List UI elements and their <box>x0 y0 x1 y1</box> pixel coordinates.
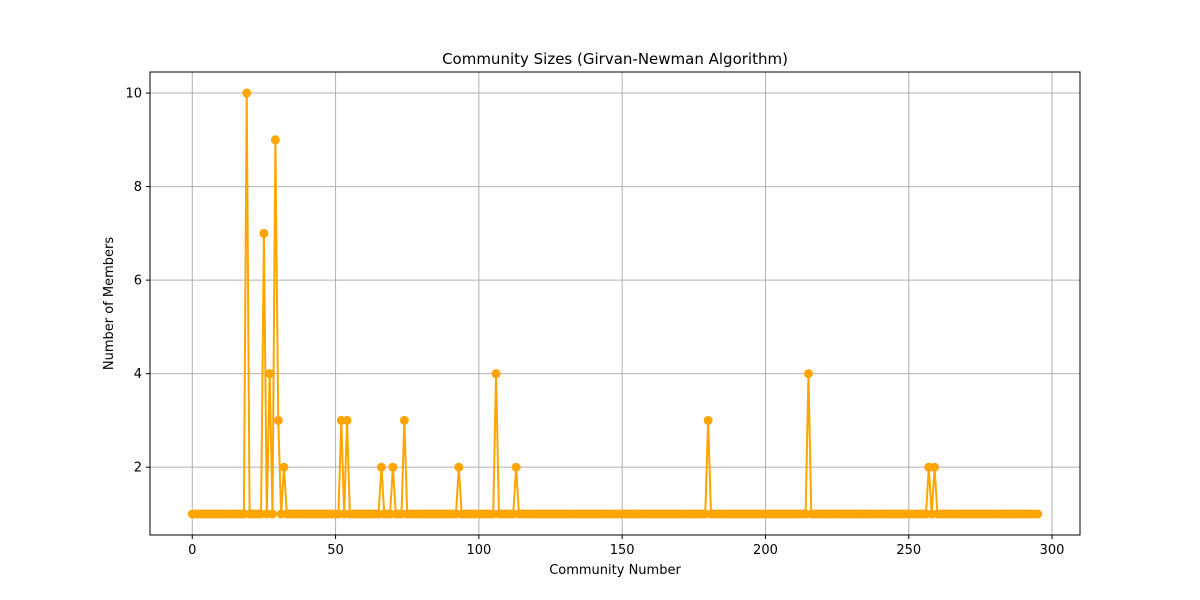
x-tick-label: 200 <box>753 543 778 558</box>
data-point <box>930 462 940 472</box>
data-point <box>268 509 278 519</box>
plot-frame <box>149 71 1081 536</box>
y-tick-label: 10 <box>125 87 142 102</box>
y-tick-label: 2 <box>134 461 142 476</box>
data-point <box>803 369 813 379</box>
y-axis-label: Number of Members <box>102 237 117 370</box>
data-point <box>388 462 398 472</box>
x-tick-label: 100 <box>466 543 491 558</box>
data-point <box>491 369 501 379</box>
y-tick-label: 6 <box>134 274 142 289</box>
data-point <box>242 88 252 98</box>
series-line <box>192 92 1038 515</box>
x-tick-label: 0 <box>188 543 196 558</box>
data-point <box>270 135 280 145</box>
series-layer <box>187 88 1043 519</box>
data-point <box>511 462 521 472</box>
data-point <box>342 415 352 425</box>
x-tick-label: 300 <box>1040 543 1065 558</box>
chart-title: Community Sizes (Girvan-Newman Algorithm… <box>442 50 788 68</box>
x-tick-label: 250 <box>896 543 921 558</box>
data-point <box>1033 509 1043 519</box>
grid-layer <box>150 72 1080 535</box>
data-point <box>399 415 409 425</box>
x-axis-label: Community Number <box>549 563 681 578</box>
data-point <box>376 462 386 472</box>
data-point <box>259 228 269 238</box>
data-point <box>279 462 289 472</box>
data-point <box>454 462 464 472</box>
x-tick-label: 50 <box>327 543 344 558</box>
y-tick-label: 8 <box>134 180 142 195</box>
data-point <box>265 369 275 379</box>
tick-layer: 0 50 100 150 200 250 300 2 4 6 8 10 <box>125 87 1064 558</box>
x-tick-label: 150 <box>610 543 635 558</box>
y-tick-label: 4 <box>134 367 142 382</box>
data-point <box>273 415 283 425</box>
data-point <box>703 415 713 425</box>
